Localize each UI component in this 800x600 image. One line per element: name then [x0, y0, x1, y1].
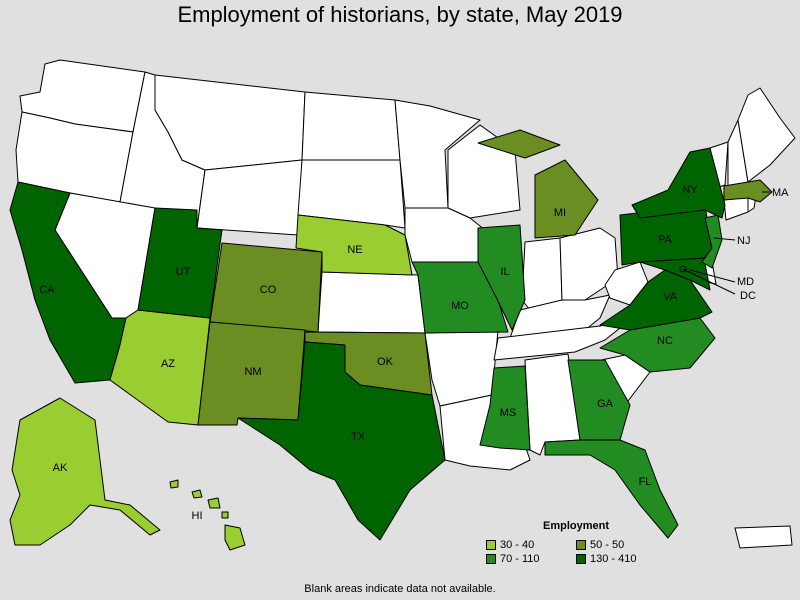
- state-MN: [394, 99, 481, 209]
- label-NY: NY: [682, 184, 698, 196]
- state-MS: [479, 365, 531, 451]
- state-MI: [477, 129, 599, 239]
- footnote: Blank areas indicate data not available.: [304, 583, 496, 595]
- state-IN: [521, 237, 563, 311]
- label-NE: NE: [347, 244, 362, 256]
- state-FL: [544, 439, 679, 539]
- label-OK: OK: [377, 356, 394, 368]
- state-ND: [301, 91, 401, 161]
- state-NE: [295, 214, 413, 276]
- state-NY: [631, 147, 726, 219]
- legend-label: 30 - 40: [500, 539, 535, 551]
- label-DC: DC: [740, 290, 756, 302]
- legend-item: 30 - 40: [486, 538, 576, 552]
- label-VA: VA: [663, 291, 678, 303]
- label-HI: HI: [192, 510, 203, 522]
- label-CO: CO: [260, 284, 277, 296]
- legend-swatch: [486, 554, 496, 564]
- legend-label: 70 - 110: [500, 553, 540, 565]
- label-UT: UT: [176, 266, 191, 278]
- legend-label: 130 - 410: [590, 553, 637, 565]
- label-MS: MS: [500, 407, 517, 419]
- label-FL: FL: [639, 476, 652, 488]
- data-states: [9, 129, 773, 551]
- legend-swatch: [576, 540, 586, 550]
- map-title: Employment of historians, by state, May …: [177, 2, 623, 27]
- label-GA: GA: [597, 398, 614, 410]
- blank-states: [15, 59, 796, 549]
- state-WY: [196, 159, 303, 236]
- state-HI: [169, 479, 246, 551]
- label-MD: MD: [737, 276, 754, 288]
- label-NJ: NJ: [737, 235, 750, 247]
- label-AK: AK: [53, 462, 68, 474]
- legend-label: 50 - 50: [590, 539, 625, 551]
- label-IL: IL: [500, 266, 509, 278]
- state-IL: [477, 224, 526, 331]
- label-MI: MI: [554, 207, 566, 219]
- label-NM: NM: [244, 366, 261, 378]
- legend-swatch: [576, 554, 586, 564]
- legend: Employment 30 - 40 50 - 50 70 - 110 130 …: [486, 520, 666, 566]
- state-AK: [9, 397, 161, 546]
- label-NC: NC: [657, 335, 673, 347]
- legend-item: 130 - 410: [576, 552, 666, 566]
- state-SD: [297, 159, 406, 229]
- state-MA: [723, 179, 773, 203]
- state-ME: [737, 87, 796, 183]
- legend-item: 50 - 50: [576, 538, 666, 552]
- state-UT: [137, 207, 223, 319]
- state-AR: [424, 329, 499, 407]
- state-TX: [237, 341, 446, 541]
- state-PR: [734, 525, 793, 549]
- state-GA: [567, 359, 631, 441]
- label-PA: PA: [658, 234, 673, 246]
- state-KS: [317, 271, 426, 334]
- label-MO: MO: [451, 300, 469, 312]
- label-AZ: AZ: [161, 358, 175, 370]
- state-TN: [493, 319, 631, 361]
- legend-title: Employment: [542, 520, 609, 532]
- legend-item: 70 - 110: [486, 552, 576, 566]
- label-MA: MA: [772, 187, 789, 199]
- legend-swatch: [486, 540, 496, 550]
- label-TX: TX: [351, 431, 366, 443]
- state-labels: CA UT TX NY PA VA MD DC MO IL MS GA FL N…: [39, 184, 789, 522]
- leader-lines: [682, 191, 770, 295]
- label-CA: CA: [39, 284, 55, 296]
